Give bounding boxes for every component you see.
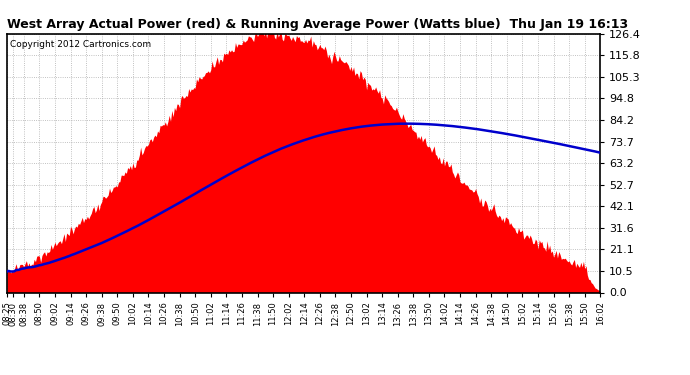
Text: Copyright 2012 Cartronics.com: Copyright 2012 Cartronics.com <box>10 40 151 49</box>
Text: West Array Actual Power (red) & Running Average Power (Watts blue)  Thu Jan 19 1: West Array Actual Power (red) & Running … <box>7 18 628 31</box>
